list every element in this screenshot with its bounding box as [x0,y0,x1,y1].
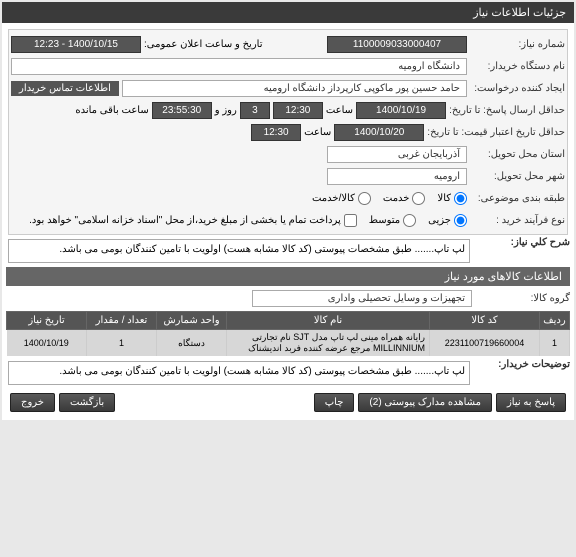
reply-button[interactable]: پاسخ به نیاز [496,393,566,412]
row-requester: ایجاد کننده درخواست: حامد حسین پور ماکوپ… [11,78,565,98]
cell-date: 1400/10/19 [7,330,87,357]
pub-date-label: تاریخ و ساعت اعلان عمومی: [144,39,263,50]
payment-note: پرداخت تمام یا بخشی از مبلغ خرید،از محل … [29,215,341,226]
row-group: گروه کالا: تجهیزات و وسایل تحصیلی واداری [6,288,570,308]
row-validity: حداقل تاریخ اعتبار قیمت: تا تاریخ: 1400/… [11,122,565,142]
city-label: شهر محل تحویل: [470,171,565,182]
cat-service-input[interactable] [412,192,425,205]
row-desc: شرح کلي نیاز: لپ تاپ....... طبق مشخصات پ… [6,237,570,265]
remain-label: ساعت باقی مانده [75,105,148,116]
th-unit: واحد شمارش [157,312,227,330]
process-radio-group: جزیی متوسط پرداخت تمام یا بخشی از مبلغ خ… [29,214,467,227]
th-idx: ردیف [540,312,570,330]
buyer-org-label: نام دستگاه خریدار: [470,61,565,72]
cat-goods-service-radio[interactable]: کالا/خدمت [312,192,371,205]
row-city: شهر محل تحویل: ارومیه [11,166,565,186]
row-deadline: حداقل ارسال پاسخ: تا تاریخ: 1400/10/19 س… [11,100,565,120]
cat-goods-radio[interactable]: کالا [437,192,467,205]
province-value: آذربایجان غربی [327,146,467,163]
payment-note-check[interactable]: پرداخت تمام یا بخشی از مبلغ خرید،از محل … [29,214,357,227]
cat-goods-input[interactable] [454,192,467,205]
city-value: ارومیه [327,168,467,185]
validity-label: حداقل تاریخ اعتبار قیمت: تا تاریخ: [427,127,565,138]
row-process: نوع فرآیند خرید : جزیی متوسط پرداخت تمام… [11,210,565,230]
items-section-title: اطلاعات کالاهای مورد نیاز [6,267,570,286]
attachments-button[interactable]: مشاهده مدارک پیوستی (2) [358,393,492,412]
buyer-notes-label: توضیحات خریدار: [475,359,570,370]
buyer-org-value: دانشگاه ارومیه [11,58,467,75]
cat-goods-label: کالا [437,193,451,204]
validity-time: 12:30 [251,124,301,141]
panel-body: شماره نیاز: 1100009033000407 تاریخ و ساع… [2,23,574,420]
category-radio-group: کالا خدمت کالا/خدمت [312,192,467,205]
deadline-date: 1400/10/19 [356,102,446,119]
group-value: تجهیزات و وسایل تحصیلی واداری [252,290,472,307]
proc-medium-radio[interactable]: متوسط [369,214,416,227]
row-buyer-notes: توضیحات خریدار: لپ تاپ....... طبق مشخصات… [6,359,570,387]
pub-date-value: 1400/10/15 - 12:23 [11,36,141,53]
desc-text: لپ تاپ....... طبق مشخصات پیوستی (کد کالا… [8,239,470,263]
cat-gs-label: کالا/خدمت [312,193,355,204]
cell-code: 2231100719660004 [430,330,540,357]
print-button[interactable]: چاپ [314,393,355,412]
th-date: تاریخ نیاز [7,312,87,330]
row-province: استان محل تحویل: آذربایجان غربی [11,144,565,164]
deadline-label: حداقل ارسال پاسخ: تا تاریخ: [449,105,565,116]
items-table: ردیف کد کالا نام کالا واحد شمارش تعداد /… [6,311,570,356]
payment-checkbox[interactable] [344,214,357,227]
proc-small-input[interactable] [454,214,467,227]
cat-service-label: خدمت [383,193,410,204]
time-label-2: ساعت [304,127,331,138]
buyer-notes-text: لپ تاپ....... طبق مشخصات پیوستی (کد کالا… [8,361,470,385]
th-name: نام کالا [227,312,430,330]
proc-medium-input[interactable] [403,214,416,227]
need-details-panel: جزئیات اطلاعات نیاز شماره نیاز: 11000090… [2,2,574,420]
desc-label: شرح کلي نیاز: [475,237,570,248]
back-button[interactable]: بازگشت [59,393,115,412]
th-qty: تعداد / مقدار [87,312,157,330]
time-label-1: ساعت [326,105,353,116]
proc-small-radio[interactable]: جزیی [428,214,467,227]
remain-time: 23:55:30 [152,102,212,119]
process-label: نوع فرآیند خرید : [470,215,565,226]
province-label: استان محل تحویل: [470,149,565,160]
table-header-row: ردیف کد کالا نام کالا واحد شمارش تعداد /… [7,312,570,330]
cell-name: رایانه همراه مینی لپ تاپ مدل SJT نام تجا… [227,330,430,357]
requester-label: ایجاد کننده درخواست: [470,83,565,94]
need-no-value: 1100009033000407 [327,36,467,53]
cat-gs-input[interactable] [358,192,371,205]
day-label: روز و [215,105,237,116]
button-bar: پاسخ به نیاز مشاهده مدارک پیوستی (2) چاپ… [6,389,570,416]
cat-service-radio[interactable]: خدمت [383,192,426,205]
row-buyer-org: نام دستگاه خریدار: دانشگاه ارومیه [11,56,565,76]
cell-idx: 1 [540,330,570,357]
cell-unit: دستگاه [157,330,227,357]
validity-date: 1400/10/20 [334,124,424,141]
deadline-time: 12:30 [273,102,323,119]
panel-title: جزئیات اطلاعات نیاز [2,2,574,23]
row-need-no: شماره نیاز: 1100009033000407 تاریخ و ساع… [11,34,565,54]
exit-button[interactable]: خروج [10,393,55,412]
th-code: کد کالا [430,312,540,330]
proc-medium-label: متوسط [369,215,400,226]
category-label: طبقه بندی موضوعی: [470,193,565,204]
need-no-label: شماره نیاز: [470,39,565,50]
cell-qty: 1 [87,330,157,357]
header-section: شماره نیاز: 1100009033000407 تاریخ و ساع… [8,29,568,235]
contact-info-link[interactable]: اطلاعات تماس خریدار [11,81,119,96]
proc-small-label: جزیی [428,215,451,226]
row-category: طبقه بندی موضوعی: کالا خدمت کالا/خدمت [11,188,565,208]
days-value: 3 [240,102,270,119]
group-label: گروه کالا: [475,293,570,304]
table-row[interactable]: 1 2231100719660004 رایانه همراه مینی لپ … [7,330,570,357]
requester-value: حامد حسین پور ماکوپی کارپرداز دانشگاه ار… [122,80,467,97]
